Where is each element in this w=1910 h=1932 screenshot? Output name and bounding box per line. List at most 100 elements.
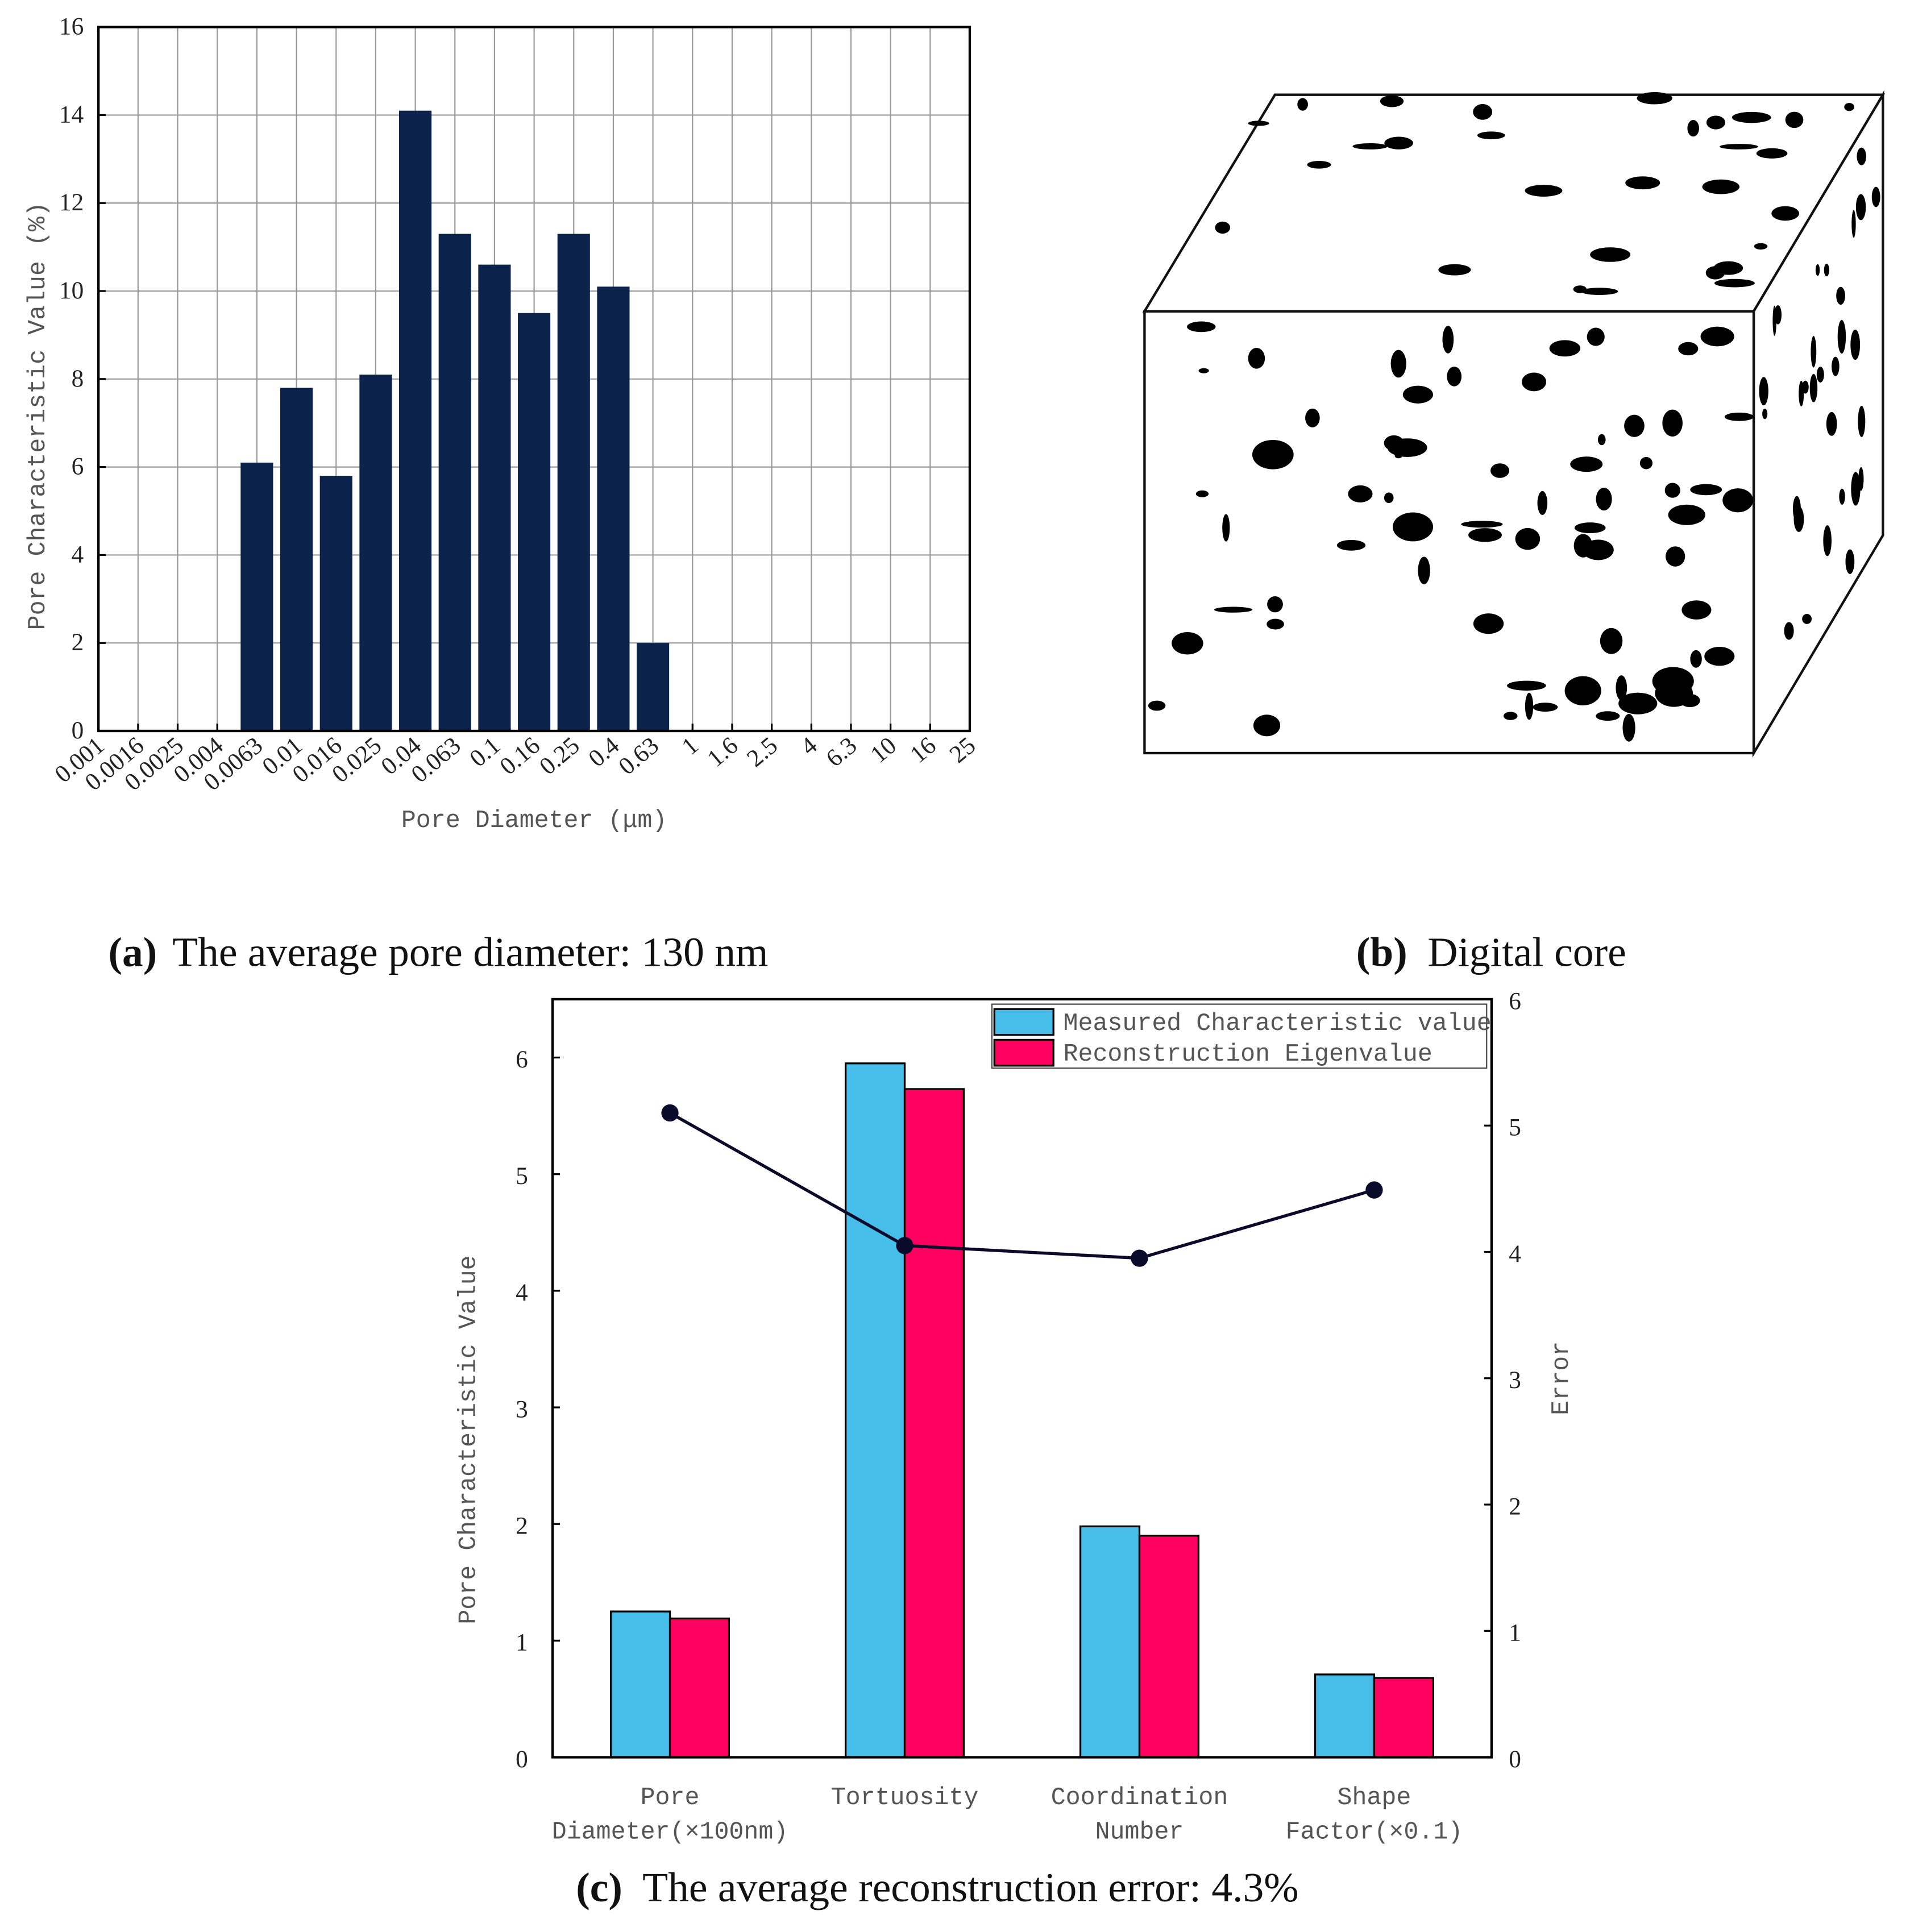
caption: The average reconstruction error: 4.3% [642,1864,1298,1910]
pore [1771,206,1799,221]
pore [1706,115,1725,130]
y-axis-title: Pore Characteristic Value [455,1255,483,1624]
y-tick-label: 6 [72,453,84,480]
pore [1402,385,1433,404]
pore [1637,92,1672,105]
pore [1447,366,1462,387]
caption-label: (a) [109,929,157,975]
pore [1596,711,1620,721]
bar [438,234,471,731]
pore [1759,377,1768,406]
pore [1394,453,1402,459]
pore [1549,340,1581,357]
y-tick-label: 5 [516,1162,528,1190]
x-tick-label: Pore Diameter(×100nm) [552,1784,788,1846]
pore [1148,700,1166,711]
legend-label: Measured Characteristic value [1064,1009,1492,1037]
pore [1704,646,1735,666]
legend-label: Reconstruction Eigenvalue [1064,1040,1432,1068]
error-line [669,1111,1375,1260]
digital-core [1142,90,1886,758]
pore [1702,179,1740,194]
pore [1836,286,1845,305]
x-tick-label: Tortuosity [831,1784,979,1811]
bar [610,1610,671,1759]
pore [1564,676,1601,705]
pore [1722,488,1754,513]
pore [1442,326,1454,354]
pore [1720,144,1758,149]
bar [903,1088,965,1759]
plot-frame [551,998,1493,1759]
bar [359,375,392,731]
pore [1824,263,1829,277]
y-tick-label: 1 [516,1629,528,1656]
pore [1687,120,1699,137]
bar [280,388,313,731]
pore [1587,327,1605,346]
y-tick-label: 16 [59,13,84,40]
y-tick-label: 12 [59,189,84,216]
pore [1858,406,1866,437]
pore [1732,111,1771,123]
y-tick-label: 0 [72,717,84,744]
pore [1570,456,1603,472]
error-point [1365,1181,1383,1199]
y-axis-title: Pore Characteristic Value (%) [24,202,52,630]
pore [1348,485,1373,502]
pore [1537,491,1548,516]
pore [1490,463,1510,478]
pore [1468,528,1502,542]
pore [1850,329,1861,360]
caption: Digital core [1427,929,1626,975]
y-tick-label: 0 [516,1746,528,1773]
pore [1533,703,1558,712]
bar [1373,1677,1434,1759]
pore [1625,176,1660,190]
pore [1837,319,1846,354]
pore [1418,556,1430,585]
legend-swatch [993,1038,1054,1067]
pore [1596,487,1612,511]
pore [1616,675,1627,701]
x-tick-label: 0.63 [613,732,664,780]
pore [1215,221,1231,234]
pore [1678,342,1699,356]
pore [1172,631,1203,655]
pore [1858,467,1864,491]
pore [1668,504,1705,525]
pore [1198,368,1209,373]
pore [1574,522,1606,534]
y-tick-label: 2 [516,1513,528,1540]
pore [1857,147,1866,165]
pore [1600,628,1623,654]
x-tick-label: Coordination Number [1051,1784,1228,1846]
bar [844,1062,906,1759]
pore [1507,680,1546,691]
y-tick-label: 14 [59,101,84,128]
pore [1384,435,1404,451]
pore [1473,104,1492,120]
pore [1762,408,1768,419]
pore [1784,622,1794,640]
error-point [896,1237,914,1254]
y-tick-label: 3 [516,1395,528,1423]
y-tick-label: 2 [72,629,84,656]
pore [1622,714,1635,742]
bar [319,476,352,731]
y-tick-label: 4 [516,1279,528,1306]
x-tick-label: 6.3 [821,732,862,772]
pore [1855,194,1866,221]
x-axis-title: Pore Diameter (μm) [401,807,667,834]
pore [1525,692,1534,720]
pore [1811,336,1817,368]
y2-axis-title: Error [1547,1341,1575,1415]
pore [1681,600,1712,620]
pore [1845,549,1855,574]
pore [1802,614,1812,624]
bar [518,313,551,731]
pore [1624,414,1645,437]
y2-tick-label: 5 [1509,1114,1521,1141]
error-point [661,1104,679,1122]
